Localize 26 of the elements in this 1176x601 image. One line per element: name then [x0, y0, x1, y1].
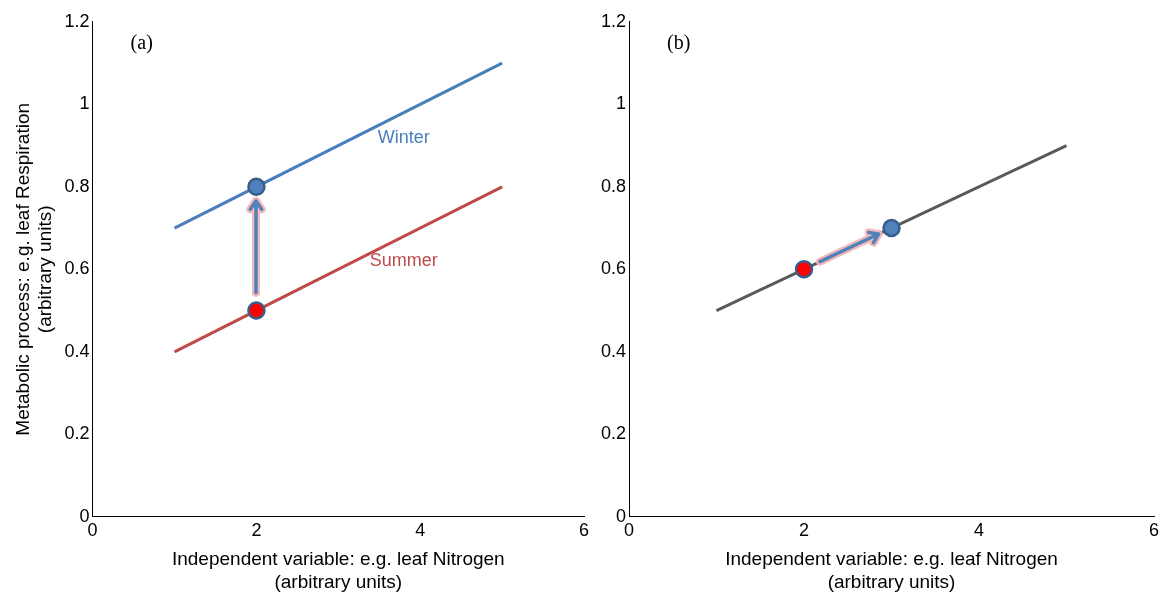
y-tick-label: 0.6 — [600, 258, 627, 279]
y-tick-label: 1.2 — [600, 10, 627, 31]
x-tick-label: 4 — [974, 519, 985, 540]
x-tick-label: 2 — [799, 519, 810, 540]
x-axis-title: Independent variable: e.g. leaf Nitrogen (arbitrary units) — [171, 548, 505, 592]
x-tick-label: 2 — [251, 519, 262, 540]
y-axis-title: Metabolic process: e.g. leaf Respiration (arbitrary units) — [11, 102, 56, 436]
y-tick-label: 0.6 — [64, 258, 90, 279]
series-label: Summer — [369, 250, 438, 271]
y-tick-label: 0.2 — [64, 423, 90, 444]
y-tick-label: 0 — [79, 505, 90, 526]
y-tick-label: 1 — [79, 93, 90, 114]
y-tick-label: 0.8 — [600, 175, 627, 196]
y-tick-label: 0.8 — [64, 175, 90, 196]
x-tick-label: 6 — [578, 519, 590, 540]
y-tick-label: 0.4 — [600, 340, 627, 361]
series-label: Winter — [377, 126, 430, 147]
y-tick-label: 1.2 — [64, 10, 90, 31]
y-tick-label: 1 — [616, 93, 627, 114]
x-tick-label: 6 — [1148, 519, 1160, 540]
annotation: (b) — [667, 31, 691, 55]
y-tick-label: 0.2 — [600, 423, 627, 444]
annotation: (a) — [130, 31, 153, 55]
y-tick-label: 0.4 — [64, 340, 90, 361]
x-tick-label: 4 — [415, 519, 426, 540]
x-axis-title: Independent variable: e.g. leaf Nitrogen (arbitrary units) — [725, 548, 1058, 592]
